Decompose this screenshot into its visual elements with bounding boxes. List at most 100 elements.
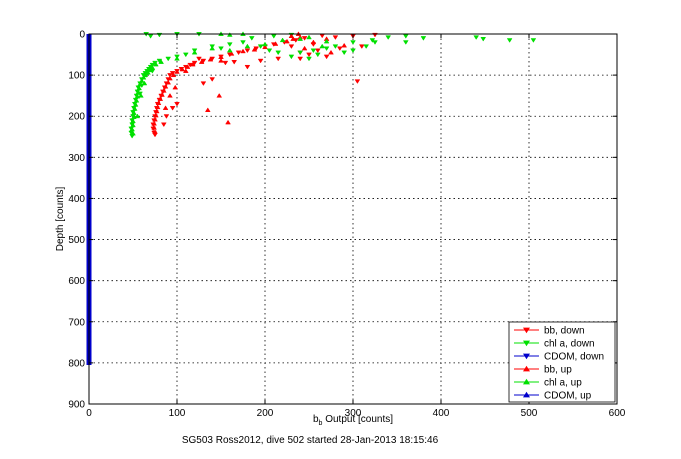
data-point	[174, 56, 180, 61]
legend: bb, down chl a, down CDOM, down bb, up chl a…	[508, 321, 616, 403]
legend-label: CDOM, down	[544, 352, 604, 363]
data-point	[358, 44, 365, 49]
data-point	[146, 67, 153, 73]
data-point	[530, 38, 537, 43]
legend-marker	[522, 378, 531, 385]
x-tick-label: 300	[345, 408, 362, 419]
data-point	[332, 44, 339, 49]
legend-marker	[522, 365, 531, 372]
data-point	[314, 52, 321, 58]
series-4	[129, 31, 330, 136]
data-point	[266, 48, 273, 54]
data-point	[158, 59, 165, 64]
y-tick-label: 300	[68, 153, 85, 164]
data-point	[257, 58, 264, 64]
data-point	[207, 56, 214, 62]
data-point	[288, 54, 295, 60]
data-point	[189, 61, 196, 67]
data-point	[306, 34, 312, 40]
data-point	[137, 81, 143, 87]
x-tick-label: 200	[257, 408, 274, 419]
x-axis-label-rest: Output [counts]	[322, 414, 393, 425]
data-point	[275, 50, 282, 56]
data-point	[204, 107, 211, 112]
x-axis-label: bb Output [counts]	[313, 414, 393, 427]
data-point	[332, 35, 339, 40]
data-point	[160, 122, 167, 128]
data-point	[174, 69, 180, 74]
x-tick-label: 600	[609, 408, 626, 419]
legend-label: bb, up	[544, 365, 572, 376]
data-point	[165, 79, 172, 85]
data-point	[170, 72, 177, 78]
data-point	[323, 46, 330, 52]
data-point	[244, 64, 251, 70]
y-tick-label: 400	[68, 194, 85, 205]
data-point	[153, 108, 160, 114]
data-point	[350, 40, 356, 45]
data-point	[369, 38, 376, 43]
data-point	[319, 43, 326, 49]
data-point	[336, 46, 343, 52]
data-point	[216, 93, 223, 98]
data-point	[301, 45, 308, 51]
data-point	[145, 70, 151, 75]
data-point	[297, 36, 304, 41]
data-point	[200, 81, 207, 86]
data-point	[226, 47, 233, 53]
data-point	[480, 37, 487, 42]
data-point	[231, 60, 238, 65]
data-point	[198, 59, 205, 64]
legend-marker	[522, 353, 531, 360]
data-point	[209, 77, 216, 82]
data-point	[167, 93, 173, 98]
data-point	[288, 33, 295, 38]
x-tick-label: 0	[86, 408, 92, 419]
x-axis-label-b: b	[313, 414, 319, 425]
legend-marker	[522, 340, 531, 347]
data-point	[363, 44, 370, 49]
data-point	[167, 75, 173, 81]
data-point	[420, 36, 427, 41]
data-point	[341, 42, 348, 48]
data-point	[244, 48, 251, 54]
data-point	[262, 41, 268, 47]
data-point	[154, 104, 161, 110]
data-point	[323, 54, 330, 60]
data-point	[328, 49, 334, 55]
data-point	[284, 38, 290, 44]
legend-box	[508, 321, 616, 403]
data-point	[226, 42, 233, 47]
data-point	[138, 93, 144, 98]
data-point	[130, 122, 136, 128]
data-point	[251, 46, 258, 52]
data-point	[191, 49, 198, 55]
data-point	[240, 40, 246, 45]
data-point	[385, 35, 392, 40]
data-point	[182, 52, 189, 58]
data-point	[306, 56, 312, 62]
data-point	[341, 50, 348, 56]
y-tick-label: 700	[68, 317, 85, 328]
x-tick-label: 100	[169, 408, 186, 419]
legend-label: chl a, up	[544, 378, 582, 389]
data-point	[297, 56, 304, 62]
data-point	[506, 38, 513, 43]
legend-label: CDOM, up	[544, 391, 592, 402]
series-3	[151, 31, 348, 134]
data-point	[290, 36, 297, 41]
data-point	[275, 56, 282, 62]
data-point	[140, 74, 147, 80]
data-point	[174, 101, 180, 107]
legend-marker	[522, 327, 531, 334]
data-point	[152, 116, 158, 122]
data-point	[172, 84, 179, 90]
data-point	[354, 79, 361, 84]
y-tick-label: 200	[68, 112, 85, 123]
y-tick-label: 600	[68, 276, 85, 287]
data-point	[372, 40, 378, 45]
data-point	[136, 85, 143, 91]
data-point	[151, 125, 157, 130]
figure-caption: SG503 Ross2012, dive 502 started 28-Jan-…	[182, 435, 439, 446]
